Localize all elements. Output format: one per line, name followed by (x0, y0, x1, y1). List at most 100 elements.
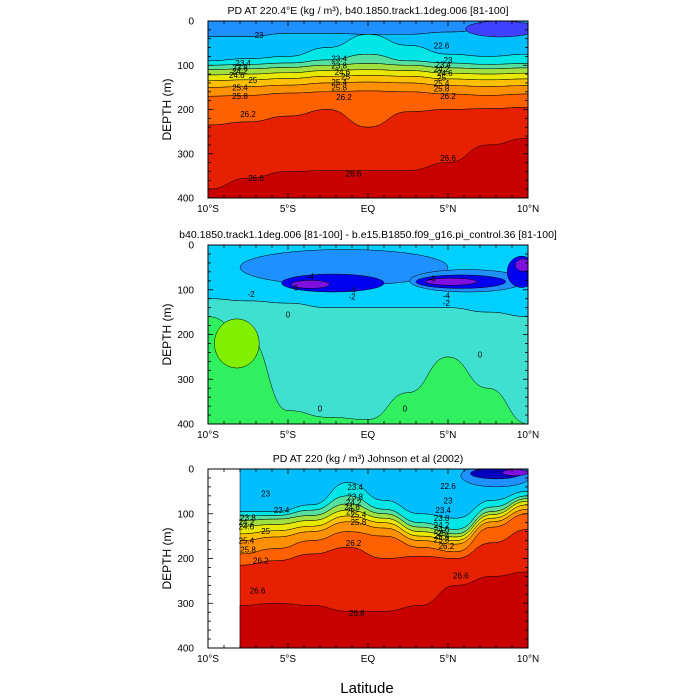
x-tick-label: 10°S (197, 654, 219, 665)
panel-title: b40.1850.track1.1deg.006 [81-100] - b.e1… (179, 229, 557, 241)
panel-title: PD AT 220.4°E (kg / m³), b40.1850.track1… (227, 5, 508, 17)
y-tick-label: 300 (177, 375, 194, 386)
contour-label: 25.8 (331, 83, 347, 92)
contour-label: 25 (346, 508, 355, 517)
contour-region-8 (425, 277, 478, 286)
x-tick-label: 10°N (517, 430, 539, 441)
contour-region-2 (465, 21, 528, 38)
contour-label: 0 (318, 404, 323, 413)
x-tick-label: EQ (361, 654, 376, 665)
contour-label: 23.8 (240, 513, 256, 522)
x-tick-label: 10°S (197, 430, 219, 441)
contour-label: 26.2 (440, 92, 456, 101)
contour-band-10 (239, 571, 528, 648)
contour-label: -4 (443, 292, 451, 301)
contour-label: 24.6 (335, 68, 351, 77)
contour-label: 23 (261, 490, 270, 499)
y-tick-label: 400 (177, 194, 194, 205)
y-tick-label: 400 (177, 420, 194, 431)
contour-label: 25.4 (239, 537, 255, 546)
contour-fill: 2323.423.824.224.62525.425.826.226.623.4… (208, 21, 528, 198)
contour-label: 23.4 (235, 59, 251, 68)
y-tick-label: 200 (177, 330, 194, 341)
contour-label: 25.4 (434, 79, 450, 88)
y-tick-label: 400 (177, 644, 194, 655)
contour-label: 23.8 (347, 493, 363, 502)
x-tick-label: 5°S (280, 204, 297, 215)
x-tick-label: 10°S (197, 204, 219, 215)
contour-label: -4 (307, 272, 315, 281)
contour-label: 24.6 (437, 69, 453, 78)
contour-label: -6 (428, 275, 436, 284)
x-tick-label: 10°N (517, 204, 539, 215)
contour-label: 25.4 (331, 78, 347, 87)
contour-region-9 (514, 258, 528, 272)
x-tick-label: 5°N (440, 654, 457, 665)
contour-label: 26.2 (439, 542, 455, 551)
contour-label: 25.8 (232, 92, 248, 101)
x-tick-label: 5°N (440, 430, 457, 441)
contour-label: -2 (443, 299, 451, 308)
contour-label: -2 (248, 290, 256, 299)
contour-label: 25 (341, 72, 350, 81)
contour-label: 23.8 (232, 63, 248, 72)
contour-label: 26.6 (440, 154, 456, 163)
contour-label: 24.2 (434, 65, 450, 74)
contour-label: 25 (248, 76, 257, 85)
contour-label: 24.2 (232, 67, 248, 76)
contour-label: 25.8 (434, 536, 450, 545)
contour-label: 24.2 (434, 521, 450, 530)
contour-label: -4 (348, 286, 356, 295)
contour-label: -2 (348, 292, 356, 301)
contour-label: 24.6 (239, 522, 255, 531)
y-tick-label: 200 (177, 105, 194, 116)
x-tick-label: EQ (361, 430, 376, 441)
x-tick-label: 5°S (280, 430, 297, 441)
contour-label: -6 (291, 284, 299, 293)
contour-label: 26.6 (346, 170, 362, 179)
contour-label: 23.4 (435, 506, 451, 515)
contour-label: 23.4 (331, 55, 347, 64)
contour-label: 24.2 (239, 518, 255, 527)
x-axis-label: Latitude (340, 680, 393, 697)
contour-label: 25.8 (240, 546, 256, 555)
contour-label: 0 (478, 351, 483, 360)
y-tick-label: 0 (188, 241, 194, 252)
y-axis-label: DEPTH (m) (160, 304, 174, 366)
x-tick-label: 5°S (280, 654, 297, 665)
panel-title: PD AT 220 (kg / m³) Johnson et al (2002) (273, 453, 463, 465)
contour-label: 25.8 (351, 518, 367, 527)
contour-label: 26.2 (240, 110, 256, 119)
contour-label: 25.4 (232, 83, 248, 92)
y-tick-label: 100 (177, 285, 194, 296)
y-tick-label: 0 (188, 465, 194, 476)
x-tick-label: 10°N (517, 654, 539, 665)
contour-band-3 (208, 316, 528, 424)
panel-1: 2323.423.824.224.62525.425.826.226.623.4… (160, 5, 539, 215)
contour-label: 23 (255, 31, 264, 40)
contour-band-11 (208, 138, 528, 198)
contour-label: 26.6 (453, 572, 469, 581)
y-tick-label: 300 (177, 149, 194, 160)
contour-label: 25 (261, 527, 270, 536)
contour-label: 26.6 (248, 174, 264, 183)
contour-label: 23 (444, 56, 453, 65)
contour-label: 23.8 (331, 61, 347, 70)
contour-label: 0 (286, 310, 291, 319)
contour-label: 26.2 (253, 557, 269, 566)
contour-label: 22.6 (434, 41, 450, 50)
contour-label: 26.2 (336, 93, 352, 102)
x-tick-label: EQ (361, 204, 376, 215)
y-axis-label: DEPTH (m) (160, 79, 174, 141)
y-axis-label: DEPTH (m) (160, 528, 174, 590)
contour-label: 23.4 (347, 483, 363, 492)
contour-label: 0 (403, 404, 408, 413)
contour-label: 25.4 (351, 511, 367, 520)
y-tick-label: 0 (188, 17, 194, 28)
y-tick-label: 100 (177, 509, 194, 520)
contour-label: 26.6 (250, 587, 266, 596)
